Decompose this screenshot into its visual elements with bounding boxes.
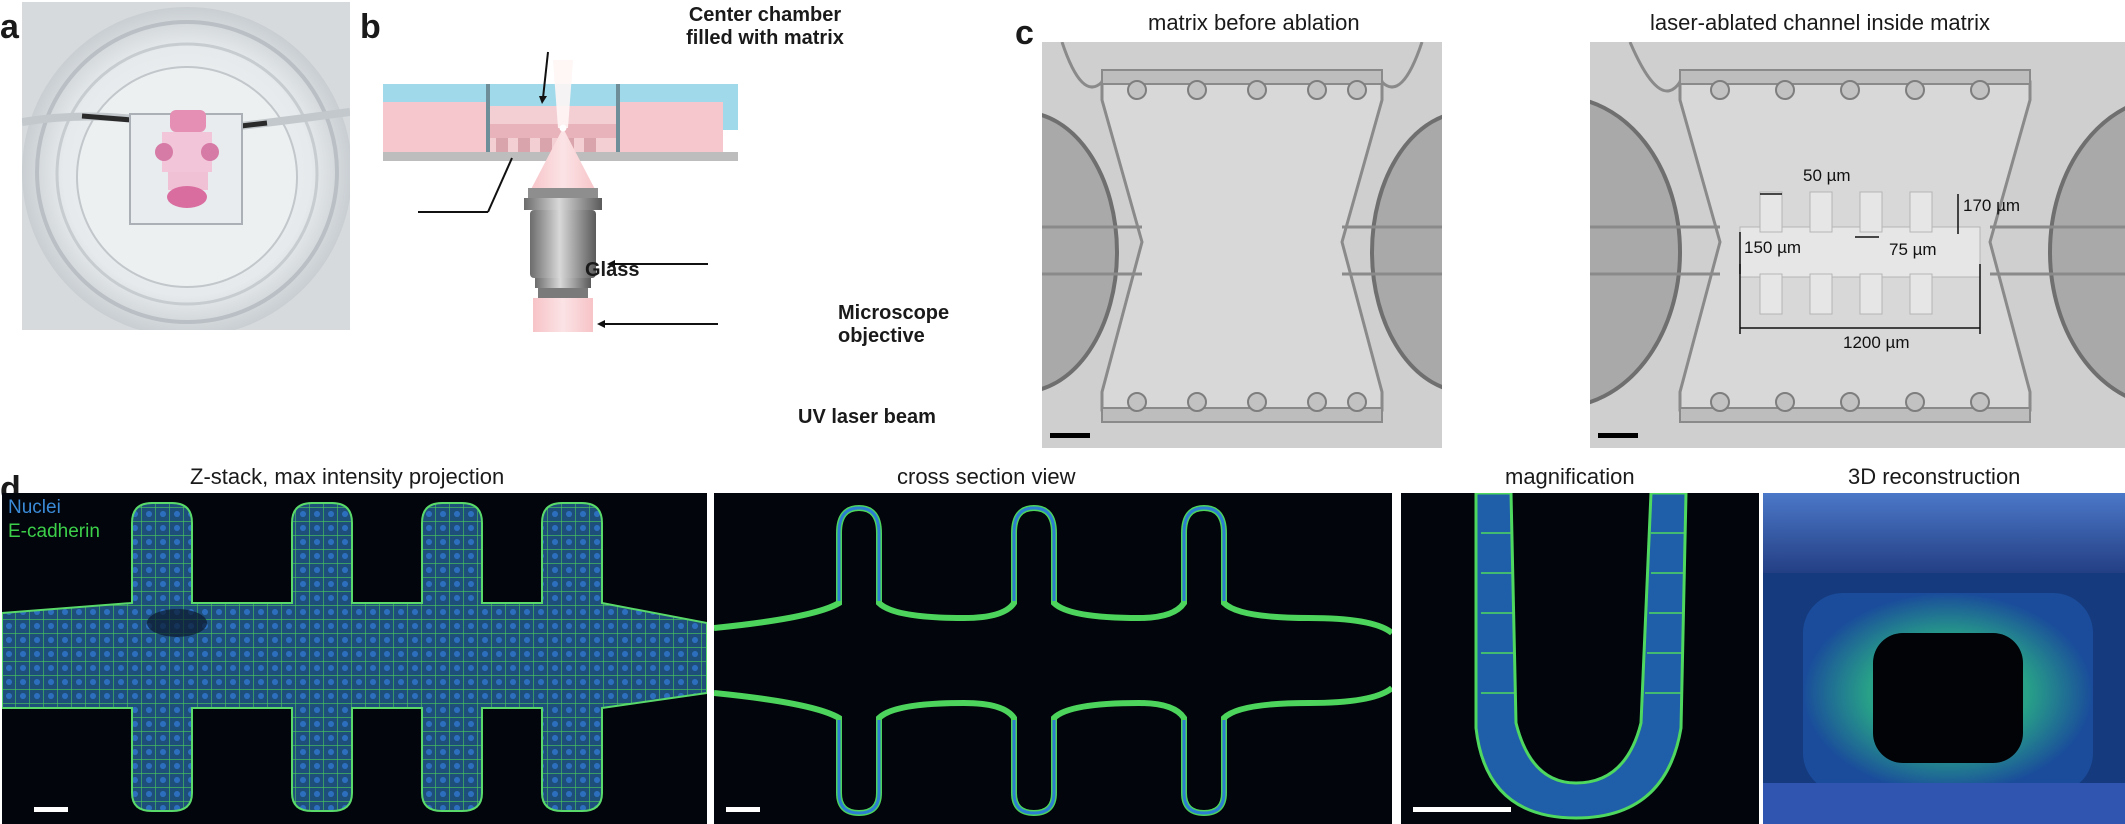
3d-reconstruction-image (1763, 493, 2125, 824)
scale-bar (726, 807, 760, 812)
panel-letter-a: a (0, 8, 19, 46)
dimension-150um: 150 µm (1744, 238, 1802, 257)
scale-bar (1050, 433, 1090, 438)
label-center-chamber: Center chamber filled with matrix (686, 4, 844, 49)
title-cross-section: cross section view (897, 464, 1076, 489)
micrograph-before-ablation (1042, 42, 1442, 448)
panel-letter-b: b (360, 8, 381, 46)
dimension-75um: 75 µm (1889, 240, 1937, 259)
legend-nuclei: Nuclei (8, 497, 61, 518)
magnification-image (1401, 493, 1759, 824)
dimension-50um: 50 µm (1803, 166, 1851, 185)
scale-bar (34, 807, 68, 812)
title-z-stack: Z-stack, max intensity projection (190, 464, 505, 489)
device-photo (22, 2, 350, 330)
dimension-170um: 170 µm (1963, 196, 2021, 215)
scale-bar (1413, 807, 1511, 812)
legend-e-cadherin: E-cadherin (8, 521, 100, 542)
label-glass: Glass (585, 259, 640, 281)
micrograph-after-ablation (1590, 42, 2125, 448)
scale-bar (1598, 433, 1638, 438)
label-microscope-objective: Microscope objective (838, 302, 950, 347)
cross-section-image (714, 493, 1392, 824)
title-3d-reconstruction: 3D reconstruction (1848, 464, 2021, 489)
panel-letter-c: c (1015, 14, 1034, 52)
setup-schematic (378, 0, 743, 332)
label-uv-laser-beam: UV laser beam (798, 406, 936, 428)
title-matrix-before-ablation: matrix before ablation (1148, 10, 1360, 35)
z-stack-image: Nuclei E-cadherin (2, 493, 707, 824)
title-magnification: magnification (1505, 464, 1635, 489)
title-laser-ablated-channel: laser-ablated channel inside matrix (1650, 10, 1990, 35)
dimension-1200um: 1200 µm (1843, 333, 1910, 352)
